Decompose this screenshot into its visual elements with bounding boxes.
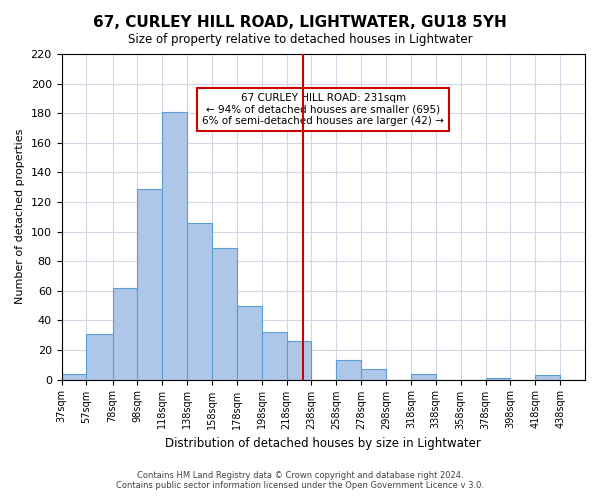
Text: 67, CURLEY HILL ROAD, LIGHTWATER, GU18 5YH: 67, CURLEY HILL ROAD, LIGHTWATER, GU18 5… <box>93 15 507 30</box>
Bar <box>287 341 311 380</box>
Y-axis label: Number of detached properties: Number of detached properties <box>15 129 25 304</box>
Text: 67 CURLEY HILL ROAD: 231sqm
← 94% of detached houses are smaller (695)
6% of sem: 67 CURLEY HILL ROAD: 231sqm ← 94% of det… <box>202 93 444 126</box>
Bar <box>337 360 361 380</box>
Bar <box>361 369 386 380</box>
Bar <box>411 374 436 380</box>
Bar <box>237 306 262 380</box>
Bar <box>113 288 137 380</box>
Bar <box>187 222 212 380</box>
Bar <box>62 374 86 380</box>
Text: Size of property relative to detached houses in Lightwater: Size of property relative to detached ho… <box>128 32 472 46</box>
X-axis label: Distribution of detached houses by size in Lightwater: Distribution of detached houses by size … <box>166 437 481 450</box>
Bar <box>137 188 162 380</box>
Bar <box>86 334 113 380</box>
Bar <box>262 332 287 380</box>
Bar <box>212 248 237 380</box>
Bar <box>535 375 560 380</box>
Bar <box>485 378 511 380</box>
Text: Contains HM Land Registry data © Crown copyright and database right 2024.
Contai: Contains HM Land Registry data © Crown c… <box>116 470 484 490</box>
Bar <box>162 112 187 380</box>
